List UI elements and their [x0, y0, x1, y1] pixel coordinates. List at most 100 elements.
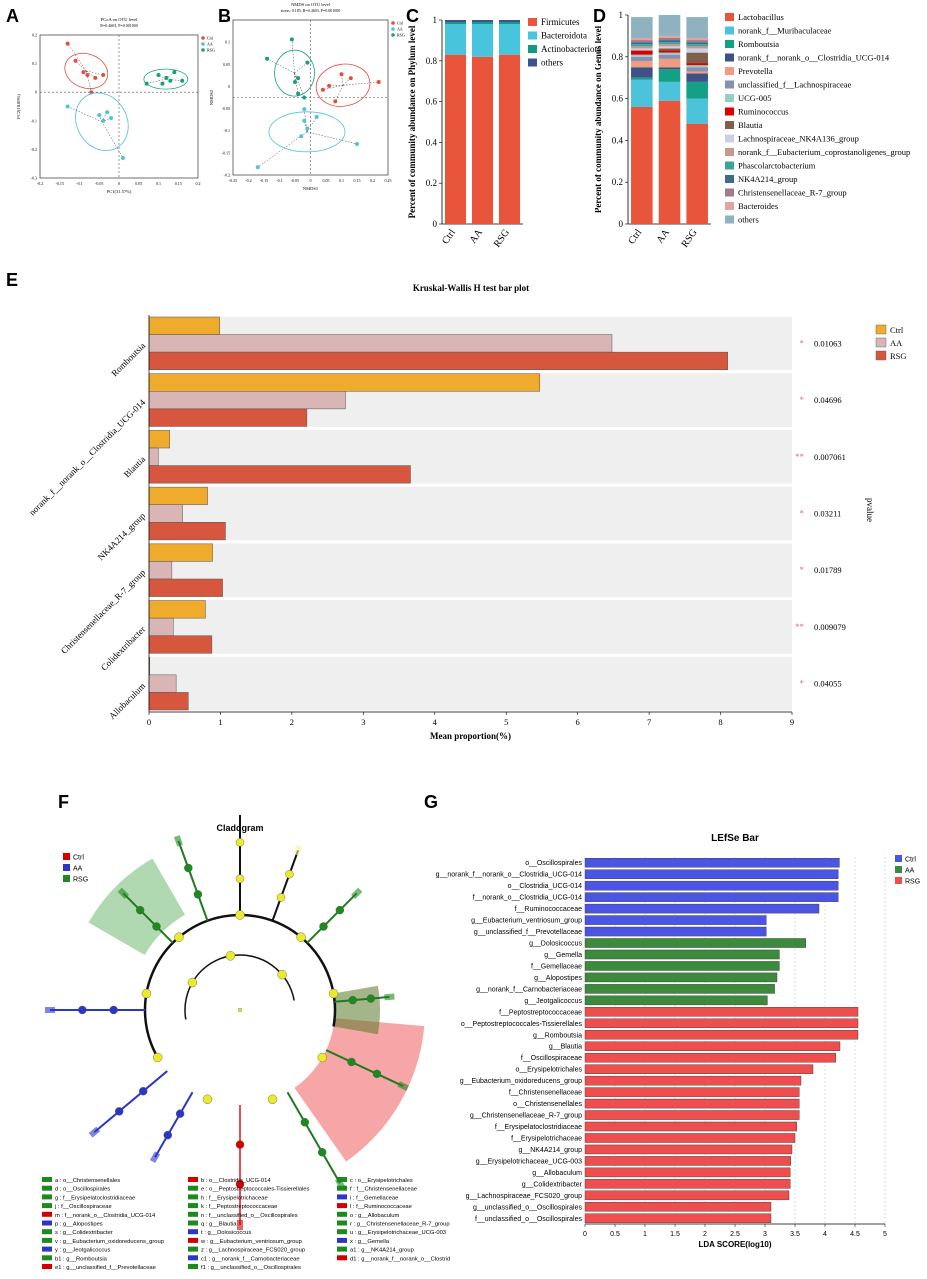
class-node	[277, 969, 287, 980]
legend-label-ctrl: Ctrl	[73, 855, 84, 862]
legend-label: Christensenellaceae_R-7_group	[738, 188, 847, 198]
legend-label: Ruminococcus	[738, 107, 789, 117]
legend-label-ctrl: Ctrl	[905, 857, 916, 864]
taxon-label: f__norank_o__Clostridia_UCG-014	[473, 895, 582, 902]
x-tick-label: 3	[763, 1231, 767, 1238]
bar-aa	[148, 334, 613, 353]
key-swatch	[337, 1211, 347, 1217]
bar-segment-norank-f-norank-o-clostridia-ucg-014	[658, 67, 681, 70]
group-background	[149, 543, 792, 598]
lda-bar-aa	[584, 961, 780, 971]
clade-branch	[334, 995, 390, 1003]
key-swatch	[337, 1177, 347, 1182]
bar-segment-lachnospiraceae-nk4a136-group	[631, 48, 653, 51]
y-axis-label: Percent of community abundance on Genus …	[595, 25, 603, 213]
cladogram-chart: CladogramCtrlAARSGa : o__Christensenella…	[42, 815, 450, 1271]
x-tick-label: 0	[147, 717, 151, 727]
taxon-label: g__Lachnospiraceae_FCS020_group	[466, 1193, 582, 1200]
bar-segment-firmicutes	[444, 54, 467, 225]
taxon-label: g__norank_f__norank_o__Clostridia_UCG-01…	[436, 872, 582, 879]
lda-bar-ctrl	[584, 903, 820, 914]
y-tick-label: 0.8	[612, 52, 624, 62]
y-axis-label-right: pvalue	[865, 498, 875, 522]
panel-letter-a: A	[6, 6, 19, 26]
panel-letter-b: B	[218, 6, 231, 26]
chart-title: PCoA on OTU level	[101, 17, 138, 22]
lda-bar-rsg	[584, 1064, 814, 1074]
panel-letter-e: E	[6, 270, 19, 290]
taxon-label: f__Gemellaceae	[531, 963, 582, 970]
bar-ctrl	[148, 600, 206, 619]
lda-bar-aa	[584, 949, 780, 960]
legend-label-ctrl: Ctrl	[890, 325, 904, 335]
key-label: q : g__Blautia	[201, 1222, 237, 1228]
bar-segment-actinobacteriota	[471, 22, 494, 25]
legend-marker-aa	[391, 27, 395, 31]
legend-label-rsg: RSG	[73, 877, 88, 884]
taxon-label: g__Eubacterium_oxidoreducens_group	[460, 1078, 582, 1085]
legend-label: Lachnospiraceae_NK4A136_group	[738, 134, 859, 144]
key-swatch	[188, 1177, 198, 1182]
category-label: Romboutsia	[109, 341, 147, 379]
data-point-ctrl	[85, 73, 90, 78]
taxon-label: g__Erysipelotrichaceae_UCG-003	[476, 1158, 582, 1165]
legend-label-ctrl: Ctrl	[397, 21, 404, 26]
x-tick-label: 0	[310, 178, 312, 183]
data-point-aa	[302, 118, 307, 123]
bar-rsg	[148, 635, 213, 654]
bar-segment-norank-f-eubacterium-coprostanoligenes-group	[658, 44, 681, 47]
data-point-aa	[355, 142, 359, 146]
key-swatch	[188, 1255, 198, 1261]
key-swatch	[42, 1194, 52, 1200]
bar-segment-prevotella	[686, 71, 708, 74]
order-node	[153, 1052, 163, 1063]
x-tick-label: AA	[468, 227, 486, 246]
lda-bar-ctrl	[584, 892, 839, 902]
key-swatch	[42, 1246, 52, 1252]
x-tick-label: 0.15	[354, 178, 361, 183]
x-tick-label: -0.05	[291, 178, 299, 183]
legend-swatch	[725, 107, 734, 116]
data-point-rsg	[302, 95, 307, 100]
taxon-label: f__Erysipelatoclostridiaceae	[495, 1124, 582, 1131]
panel-letter-c: C	[406, 6, 419, 26]
legend-swatch-ctrl	[63, 853, 70, 860]
lda-bar-rsg	[584, 1144, 793, 1155]
legend-swatch-rsg	[875, 350, 887, 361]
x-tick-label: 5	[883, 1231, 887, 1238]
y-tick-label: -0.15	[222, 150, 230, 155]
taxon-label: g__norank_f__Carnobacteriaceae	[476, 986, 582, 993]
data-point-rsg	[172, 70, 177, 75]
x-tick-label: 0.1	[339, 178, 344, 183]
phylum-arc	[143, 913, 337, 1059]
chart-subtitle: stress: 0.185, R=0.4603, P=0.001000	[281, 8, 340, 14]
clade-node	[372, 1069, 382, 1079]
key-label: m : f__norank_o__Clostridia_UCG-014	[55, 1213, 156, 1219]
bar-aa	[148, 617, 174, 636]
legend-swatch	[725, 53, 734, 62]
phylum-bar-chart: 0 0.2 0.4 0.6 0.8 1 Percent of community abund…	[407, 15, 600, 250]
bar-segment-unclassified-f-lachnospiraceae	[658, 54, 681, 59]
clade-node	[163, 1130, 172, 1140]
root-node	[237, 1007, 243, 1013]
key-swatch	[42, 1237, 52, 1243]
significance-stars: **	[795, 452, 805, 462]
bar-segment-others	[631, 17, 653, 38]
clade-leaf-label	[117, 887, 129, 899]
legend-marker-ctrl	[201, 36, 205, 40]
x-tick-label: Ctrl	[440, 227, 458, 246]
x-tick-label: -0.05	[95, 181, 103, 186]
bar-ctrl	[148, 373, 541, 392]
bar-segment-ruminococcus	[658, 50, 681, 53]
centroid-link	[322, 84, 344, 90]
key-label: u : g__Erysipelotrichaceae_UCG-003	[350, 1230, 446, 1236]
x-axis-label: NMDS1	[303, 186, 318, 191]
clade-node	[193, 890, 203, 899]
legend-swatch	[528, 58, 537, 67]
data-point-ctrl	[65, 41, 70, 46]
bar-rsg	[148, 465, 411, 484]
y-tick-label: 0.6	[612, 94, 624, 104]
legend-label: norank_f__norank_o__Clostridia_UCG-014	[738, 53, 890, 63]
taxon-label: o__Christensenellales	[513, 1101, 582, 1108]
legend-swatch-rsg	[895, 877, 902, 884]
